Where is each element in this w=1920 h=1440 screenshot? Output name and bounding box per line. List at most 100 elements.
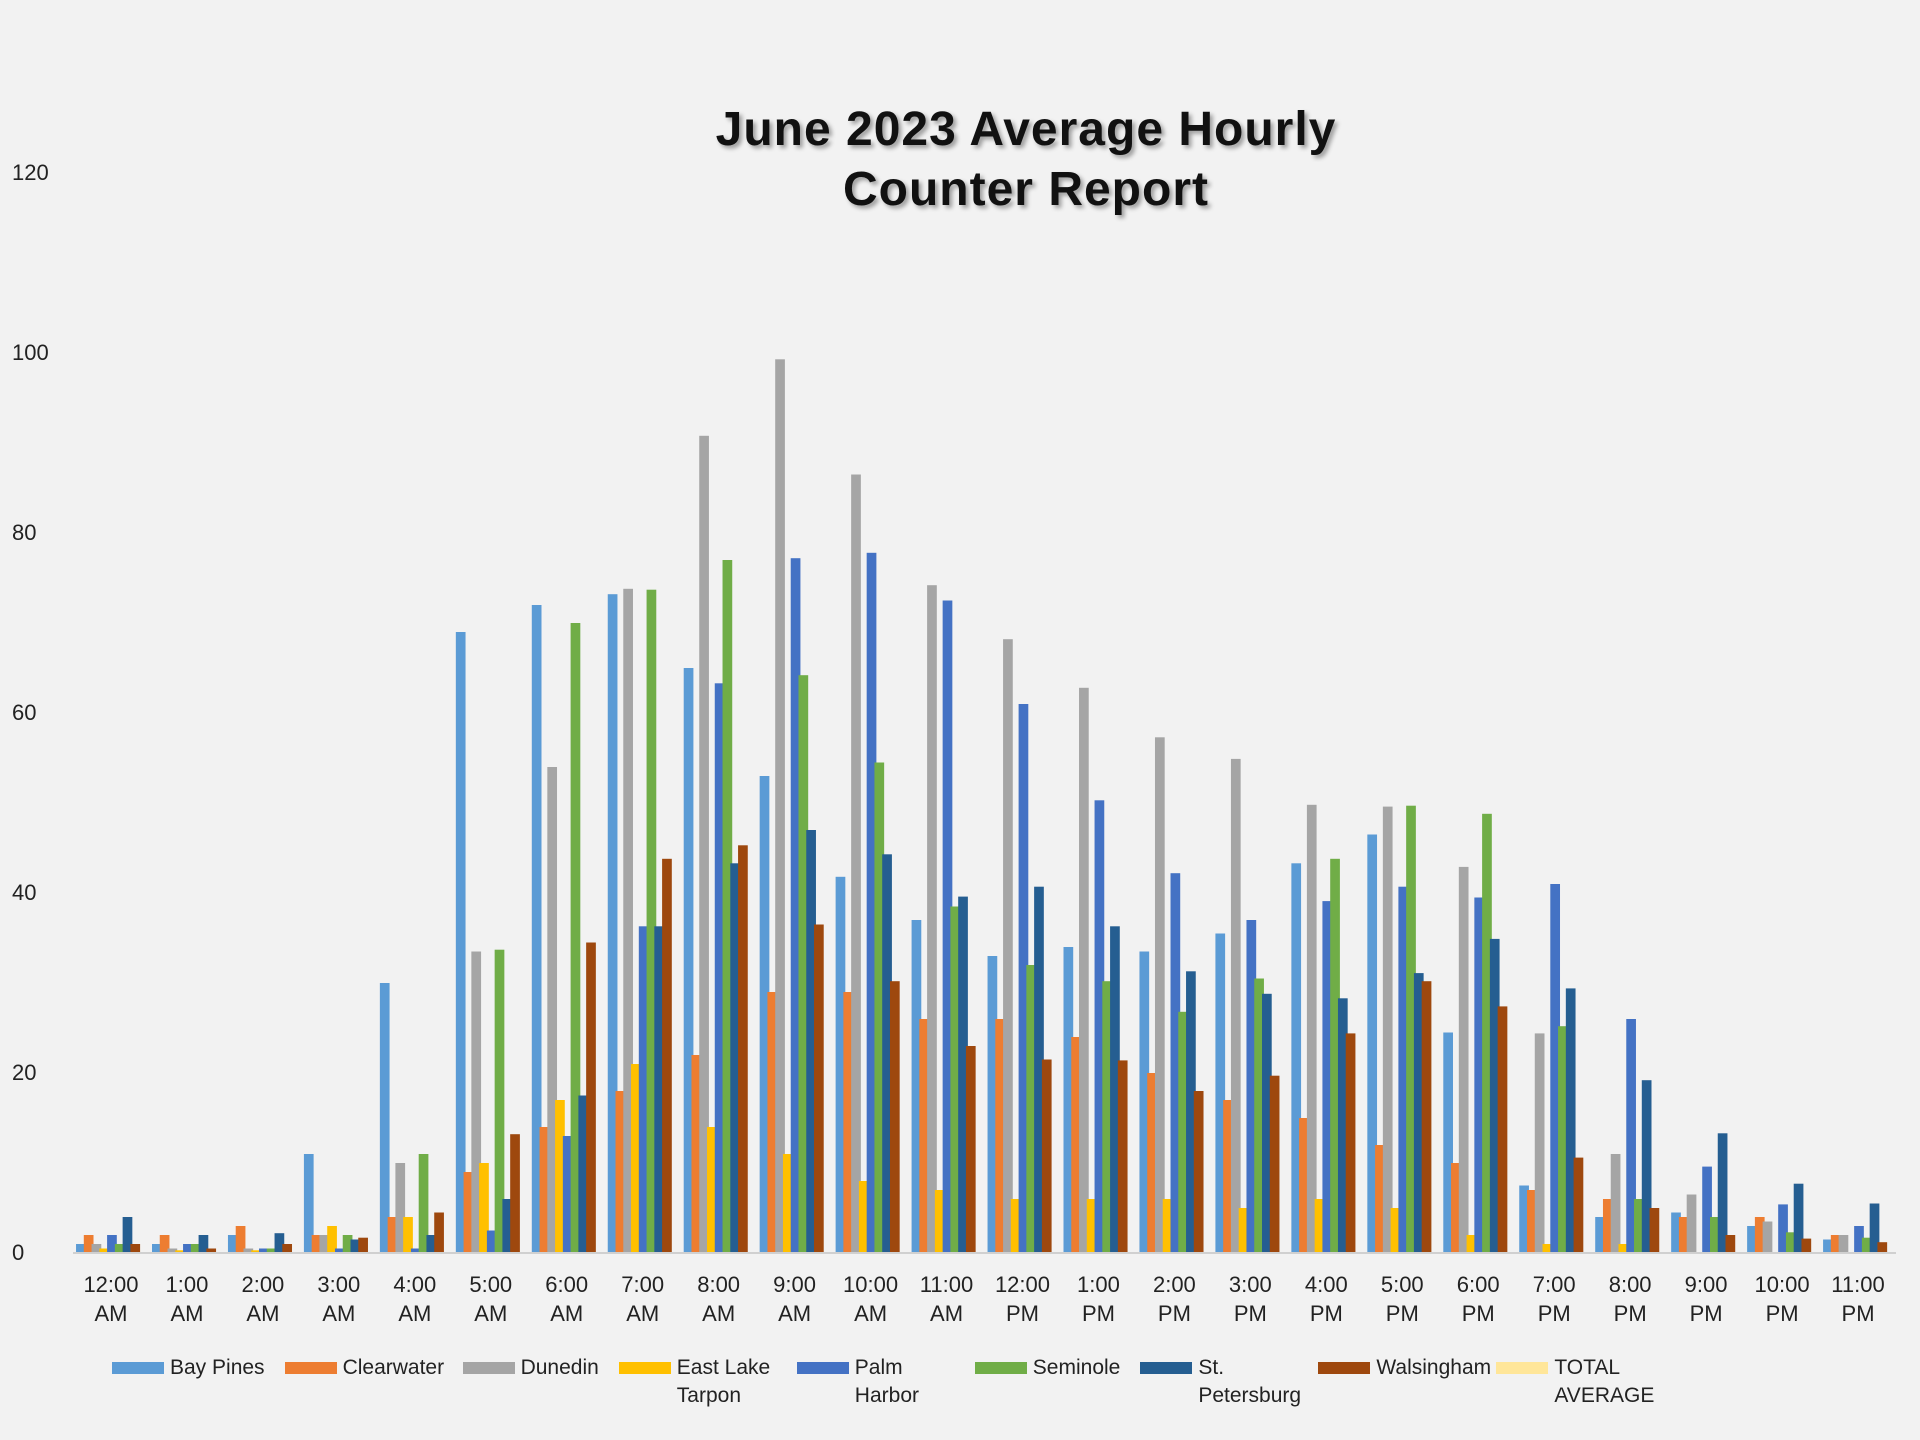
bar: [782, 1154, 793, 1253]
bar: [835, 876, 846, 1253]
y-tick-label: 60: [12, 700, 37, 725]
bar: [882, 854, 892, 1253]
bar: [1558, 1026, 1568, 1253]
bar: [266, 1248, 277, 1253]
bar: [683, 668, 694, 1253]
bar: [1390, 1208, 1401, 1253]
legend-item: Clearwater: [284, 1354, 445, 1382]
x-tick-label: 10:00 PM: [1754, 1272, 1810, 1326]
bar: [759, 776, 770, 1253]
x-tick-label: 2:00 AM: [241, 1272, 285, 1326]
bar: [691, 1055, 702, 1253]
legend: Bay Pines Clearwater Dunedin East Lake Tarp…: [112, 1354, 1674, 1410]
bar: [631, 1064, 641, 1253]
bar: [282, 1244, 293, 1253]
bar: [107, 1235, 117, 1253]
legend-item: Dunedin: [462, 1354, 599, 1382]
bar: [183, 1244, 193, 1253]
legend-label: Walsingham: [1376, 1356, 1492, 1379]
x-tick-label: 8:00 AM: [697, 1272, 741, 1326]
bar: [1034, 886, 1044, 1253]
bar: [1170, 873, 1181, 1253]
bar: [198, 1235, 209, 1253]
bar: [235, 1226, 246, 1253]
bar: [319, 1235, 330, 1253]
bar: [1838, 1235, 1849, 1253]
bar: [1193, 1091, 1204, 1253]
bar: [479, 1163, 489, 1253]
bar: [379, 983, 390, 1253]
bar: [547, 767, 558, 1253]
bar: [1262, 993, 1272, 1253]
bar: [311, 1235, 322, 1253]
bar: [471, 951, 482, 1253]
y-tick-label: 20: [12, 1060, 37, 1085]
bar: [814, 924, 824, 1253]
bar: [555, 1100, 565, 1253]
bar: [1702, 1166, 1712, 1253]
bar: [426, 1235, 437, 1253]
bar: [1230, 758, 1241, 1253]
legend-item: TOTAL AVERAGE: [1496, 1354, 1654, 1410]
bar: [206, 1248, 217, 1253]
bar: [1079, 687, 1089, 1253]
bar: [1497, 1006, 1508, 1253]
legend-swatch: [112, 1362, 164, 1374]
legend-label: Dunedin: [520, 1356, 599, 1379]
x-tick-label: 7:00 AM: [621, 1272, 665, 1326]
bar: [1026, 965, 1037, 1253]
bar: [714, 683, 725, 1253]
bar: [843, 992, 854, 1253]
bar: [1861, 1237, 1872, 1253]
bar: [806, 830, 816, 1253]
bar: [1482, 813, 1492, 1253]
bar: [1542, 1244, 1553, 1253]
bar: [775, 359, 785, 1253]
bar: [1550, 884, 1561, 1253]
bar: [1041, 1059, 1052, 1253]
bar: [1534, 1033, 1545, 1253]
x-tick-label: 9:00 PM: [1684, 1272, 1728, 1326]
bar: [874, 762, 885, 1253]
y-tick-label: 0: [12, 1240, 25, 1265]
bar: [1071, 1037, 1081, 1253]
bar: [699, 435, 709, 1253]
bar: [1641, 1080, 1652, 1253]
legend-label: Clearwater: [342, 1356, 445, 1379]
bar: [1367, 834, 1378, 1253]
bar: [1094, 800, 1105, 1253]
bar: [395, 1163, 406, 1253]
bar: [342, 1235, 353, 1253]
bar: [403, 1217, 413, 1253]
bar: [1565, 988, 1576, 1253]
x-tick-label: 6:00 AM: [545, 1272, 589, 1326]
bar: [91, 1244, 102, 1253]
bar: [1474, 897, 1485, 1253]
bar: [99, 1248, 110, 1253]
bar: [889, 981, 900, 1253]
bar: [539, 1127, 550, 1253]
bar: [122, 1217, 133, 1253]
bar: [510, 1134, 520, 1253]
bar: [1291, 863, 1302, 1253]
x-tick-label: 1:00 AM: [165, 1272, 209, 1326]
bar: [730, 863, 740, 1253]
bar: [1375, 1145, 1385, 1253]
legend-label: East Lake Tarpon: [676, 1356, 771, 1407]
bar: [1398, 886, 1409, 1253]
bar: [159, 1235, 170, 1253]
bar: [1823, 1239, 1833, 1253]
bar: [1413, 973, 1424, 1253]
bar: [1634, 1199, 1644, 1253]
bar: [1246, 920, 1257, 1253]
bar: [1618, 1244, 1629, 1253]
x-tick-label: 5:00 PM: [1380, 1272, 1424, 1326]
bar: [1778, 1204, 1788, 1253]
bar: [1725, 1235, 1736, 1253]
bar: [1382, 806, 1393, 1253]
bar: [350, 1239, 361, 1253]
x-tick-label: 1:00 PM: [1077, 1272, 1120, 1326]
bar: [623, 588, 633, 1253]
legend-item: East Lake Tarpon: [618, 1354, 777, 1410]
y-tick-label: 100: [12, 340, 49, 365]
